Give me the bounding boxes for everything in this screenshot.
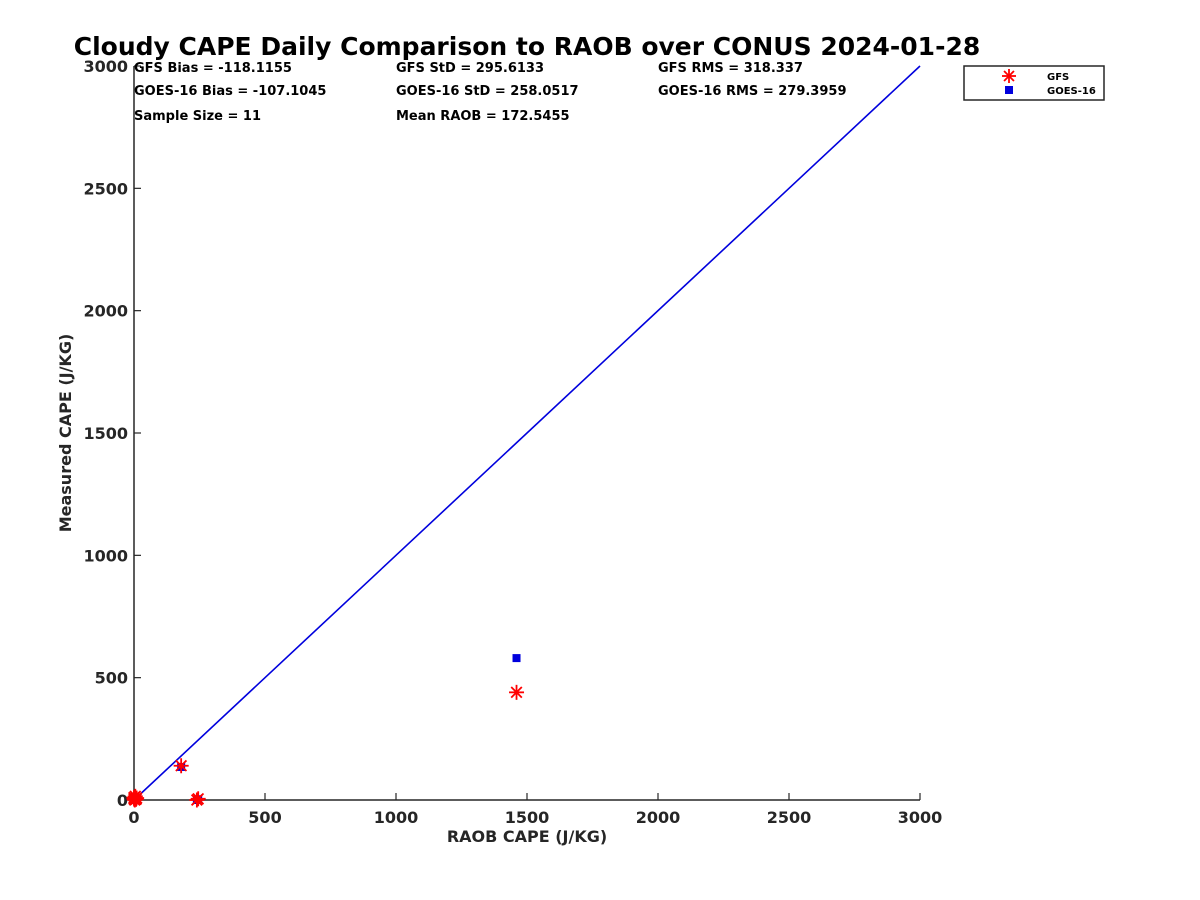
goes16-data-point xyxy=(512,654,521,663)
stats-annotations: GFS Bias = -118.1155 GFS StD = 295.6133 … xyxy=(134,61,847,124)
y-tick-label: 0 xyxy=(117,791,128,810)
x-tick-label: 2500 xyxy=(767,808,812,827)
gfs-rms-text: GFS RMS = 318.337 xyxy=(658,61,803,76)
y-axis-label: Measured CAPE (J/KG) xyxy=(56,334,75,533)
gfs-data-point xyxy=(173,758,189,774)
x-tick-label: 0 xyxy=(128,808,139,827)
chart-title: Cloudy CAPE Daily Comparison to RAOB ove… xyxy=(74,32,980,61)
goes-std-text: GOES-16 StD = 258.0517 xyxy=(396,84,579,99)
x-tick-label: 500 xyxy=(248,808,281,827)
y-tick-label: 2000 xyxy=(83,302,128,321)
mean-raob-text: Mean RAOB = 172.5455 xyxy=(396,109,570,124)
legend-gfs-label: GFS xyxy=(1047,72,1069,83)
gfs-data-point xyxy=(190,791,206,807)
y-tick-label: 1500 xyxy=(83,424,128,443)
one-to-one-reference-line xyxy=(133,65,921,801)
legend: GFS GOES-16 xyxy=(963,65,1105,101)
x-tick-label: 1000 xyxy=(374,808,419,827)
y-tick-label: 2500 xyxy=(83,179,128,198)
legend-goes-label: GOES-16 xyxy=(1047,86,1096,97)
x-tick-label: 2000 xyxy=(636,808,681,827)
y-tick-label: 500 xyxy=(95,669,128,688)
y-tick-label: 3000 xyxy=(83,57,128,76)
tick-group: 0 500 1000 1500 2000 2500 3000 0 500 1000 1500 2000… xyxy=(83,57,942,827)
legend-goes-square-icon xyxy=(1005,86,1013,94)
gfs-bias-text: GFS Bias = -118.1155 xyxy=(134,61,292,76)
y-tick-label: 1000 xyxy=(83,546,128,565)
gfs-data-point xyxy=(129,790,145,806)
goes-rms-text: GOES-16 RMS = 279.3959 xyxy=(658,84,847,99)
x-tick-label: 3000 xyxy=(898,808,943,827)
legend-gfs-asterisk-icon xyxy=(1002,69,1016,83)
data-points xyxy=(126,654,525,808)
x-tick-label: 1500 xyxy=(505,808,550,827)
gfs-std-text: GFS StD = 295.6133 xyxy=(396,61,544,76)
reference-line-group xyxy=(133,65,921,801)
sample-size-text: Sample Size = 11 xyxy=(134,109,261,124)
gfs-data-point xyxy=(509,684,525,700)
legend-box xyxy=(963,65,1105,101)
x-axis-label: RAOB CAPE (J/KG) xyxy=(447,827,607,846)
goes-bias-text: GOES-16 Bias = -107.1045 xyxy=(134,84,326,99)
